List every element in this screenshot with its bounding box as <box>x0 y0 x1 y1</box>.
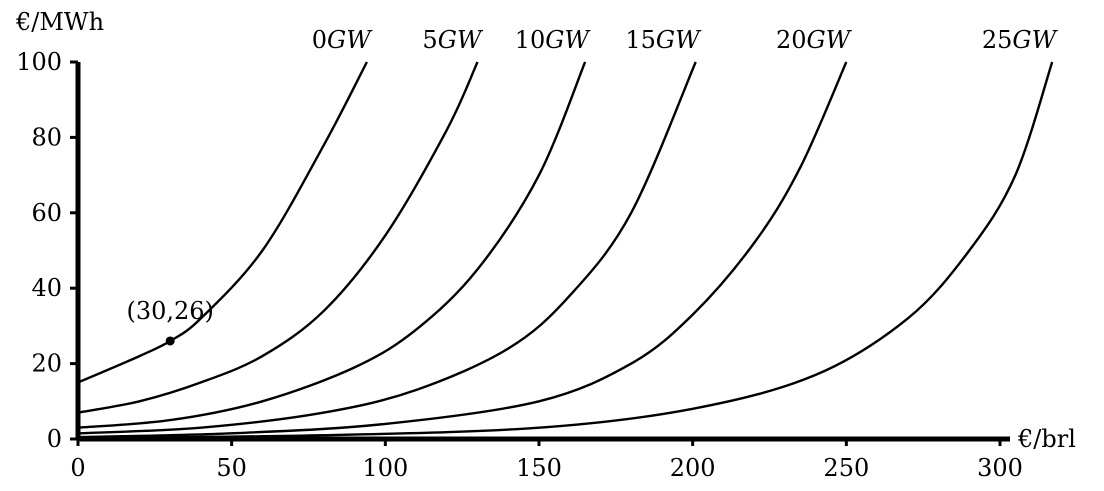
axes <box>75 62 1010 442</box>
series-line-0GW <box>77 61 368 384</box>
x-tick-label: 100 <box>362 454 408 482</box>
series-line-10GW <box>77 61 587 429</box>
series-label-number: 15 <box>625 26 656 54</box>
y-tick-label: 0 <box>47 425 62 453</box>
x-tick-label: 0 <box>70 454 85 482</box>
series-label-15GW: 15GW <box>625 26 702 54</box>
series-label-number: 0 <box>312 26 327 54</box>
series-label-unit: GW <box>545 26 591 54</box>
series-labels: 0GW 5GW 10GW 15GW 20GW 25GW <box>312 26 1059 54</box>
series-label-number: 10 <box>515 26 546 54</box>
series-line-5GW <box>77 61 479 414</box>
series-label-20GW: 20GW <box>776 26 853 54</box>
series-label-unit: GW <box>327 26 373 54</box>
series-line-15GW <box>77 61 697 435</box>
y-tick-label: 100 <box>16 48 62 76</box>
series-label-0GW: 0GW <box>312 26 373 54</box>
series-label-number: 20 <box>776 26 807 54</box>
series-label-unit: GW <box>438 26 484 54</box>
y-axis-label: €/MWh <box>15 8 104 36</box>
x-tick-label: 50 <box>216 454 247 482</box>
curves <box>77 61 1054 440</box>
y-tick-label: 40 <box>31 274 62 302</box>
series-label-25GW: 25GW <box>982 26 1059 54</box>
series-label-number: 5 <box>422 26 437 54</box>
y-tick-label: 20 <box>31 350 62 378</box>
ticks: 0 50 100 150 200 250 300 0 20 40 60 80 100 <box>16 48 1023 482</box>
x-tick-label: 200 <box>670 454 716 482</box>
series-label-unit: GW <box>1012 26 1058 54</box>
series-line-20GW <box>77 61 848 439</box>
y-tick-label: 60 <box>31 199 62 227</box>
x-axis-label: €/brl <box>1017 425 1076 453</box>
x-tick-label: 300 <box>977 454 1023 482</box>
series-line-25GW <box>77 61 1054 440</box>
annotation-point <box>165 336 175 346</box>
series-label-number: 25 <box>982 26 1013 54</box>
annotations: (30,26) <box>126 297 214 346</box>
series-label-unit: GW <box>806 26 852 54</box>
x-tick-label: 250 <box>823 454 869 482</box>
series-label-5GW: 5GW <box>422 26 483 54</box>
annotation-label: (30,26) <box>126 297 213 325</box>
y-tick-label: 80 <box>31 123 62 151</box>
x-tick-label: 150 <box>516 454 562 482</box>
series-label-10GW: 10GW <box>515 26 592 54</box>
series-label-unit: GW <box>656 26 702 54</box>
